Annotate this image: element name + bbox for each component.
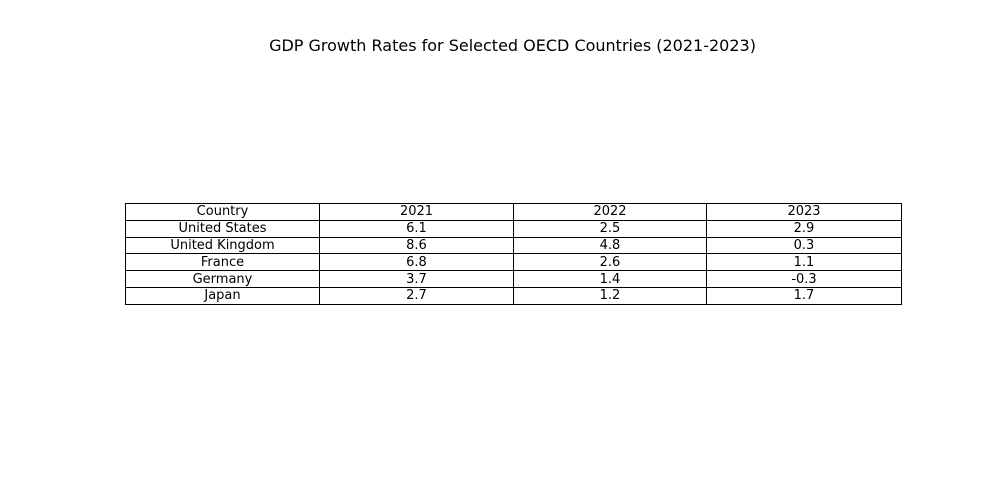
value-cell: 1.7 (706, 286, 902, 305)
value-cell: 8.6 (319, 236, 514, 255)
value-cell: 2.7 (319, 286, 514, 305)
value-cell: 2.9 (706, 219, 902, 238)
country-cell: United Kingdom (125, 236, 320, 255)
value-cell: 0.3 (706, 236, 902, 255)
value-cell: 1.4 (513, 270, 707, 288)
chart-title: GDP Growth Rates for Selected OECD Count… (269, 36, 756, 55)
country-cell: United States (125, 219, 320, 238)
value-cell: 1.2 (513, 286, 707, 305)
country-cell: France (125, 253, 320, 272)
table-body: Country 2021 2022 2023 United States 6.1 2.5 2.… (125, 203, 902, 305)
column-header-3: 2023 (706, 203, 902, 221)
value-cell: 2.5 (513, 219, 707, 238)
column-header-1: 2021 (319, 203, 514, 221)
table-row: Japan 2.7 1.2 1.7 (125, 286, 902, 305)
table-row: United Kingdom 8.6 4.8 0.3 (125, 236, 902, 255)
value-cell: -0.3 (706, 270, 902, 288)
table-header-row: Country 2021 2022 2023 (125, 203, 902, 221)
data-table: Country 2021 2022 2023 United States 6.1 2.5 2.… (125, 203, 902, 305)
value-cell: 1.1 (706, 253, 902, 272)
value-cell: 6.8 (319, 253, 514, 272)
value-cell: 4.8 (513, 236, 707, 255)
value-cell: 3.7 (319, 270, 514, 288)
table-row: France 6.8 2.6 1.1 (125, 253, 902, 272)
column-header-0: Country (125, 203, 320, 221)
country-cell: Germany (125, 270, 320, 288)
value-cell: 6.1 (319, 219, 514, 238)
value-cell: 2.6 (513, 253, 707, 272)
table-row: United States 6.1 2.5 2.9 (125, 219, 902, 238)
country-cell: Japan (125, 286, 320, 305)
column-header-2: 2022 (513, 203, 707, 221)
table-row: Germany 3.7 1.4 -0.3 (125, 270, 902, 288)
